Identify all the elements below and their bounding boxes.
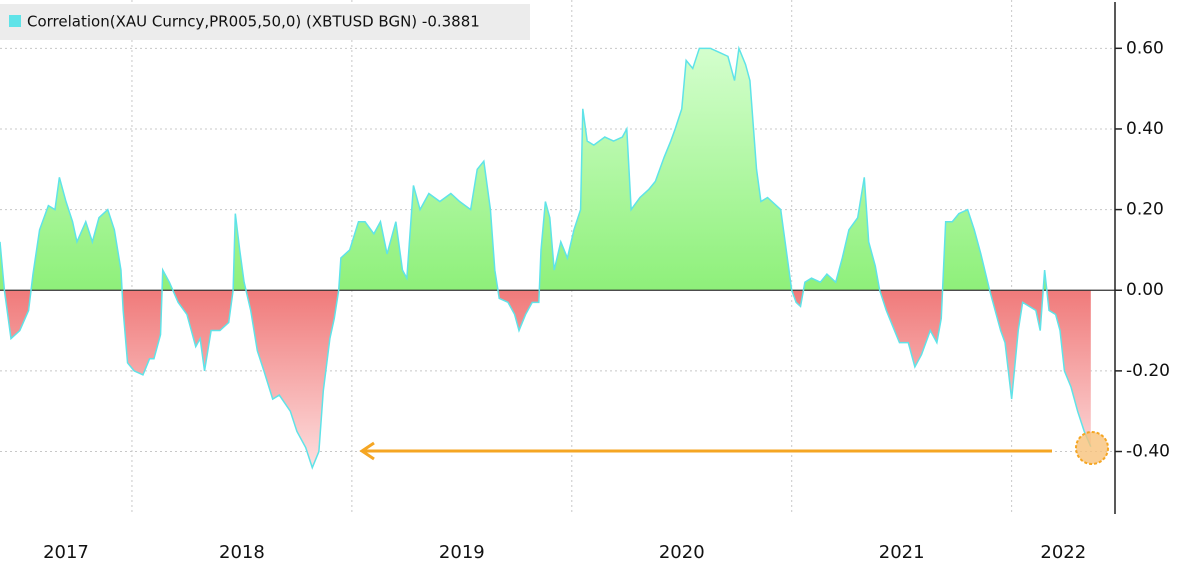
x-tick-label: 2020 bbox=[659, 542, 705, 563]
area-positive bbox=[0, 48, 1047, 291]
area-negative bbox=[0, 290, 1091, 468]
x-tick-label: 2018 bbox=[219, 542, 265, 563]
annotation bbox=[359, 431, 1109, 465]
y-tick-label: 0.20 bbox=[1126, 200, 1164, 220]
x-tick-label: 2022 bbox=[1040, 542, 1086, 563]
axes: -0.40 -0.20 0.00 0.20 0.40 0.60 2017 2018 2019 20… bbox=[43, 2, 1170, 563]
legend-label: Correlation(XAU Curncy,PR005,50,0) (XBTU… bbox=[27, 13, 480, 31]
x-tick-label: 2021 bbox=[879, 542, 925, 563]
arrow-head bbox=[359, 441, 375, 461]
series-line bbox=[0, 45, 1092, 470]
x-tick-label: 2019 bbox=[439, 542, 485, 563]
y-tick-label: -0.40 bbox=[1126, 442, 1170, 462]
x-tick-label: 2017 bbox=[43, 542, 89, 563]
y-tick-label: 0.00 bbox=[1126, 280, 1164, 300]
y-tick-label: 0.40 bbox=[1126, 119, 1164, 139]
grid bbox=[0, 0, 1115, 514]
y-tick-label: -0.20 bbox=[1126, 361, 1170, 381]
legend: Correlation(XAU Curncy,PR005,50,0) (XBTU… bbox=[0, 4, 530, 40]
legend-swatch bbox=[9, 15, 21, 27]
legend-bg bbox=[0, 4, 530, 40]
areas bbox=[0, 45, 1115, 470]
y-tick-label: 0.60 bbox=[1126, 38, 1164, 58]
highlight-circle bbox=[1075, 431, 1109, 465]
